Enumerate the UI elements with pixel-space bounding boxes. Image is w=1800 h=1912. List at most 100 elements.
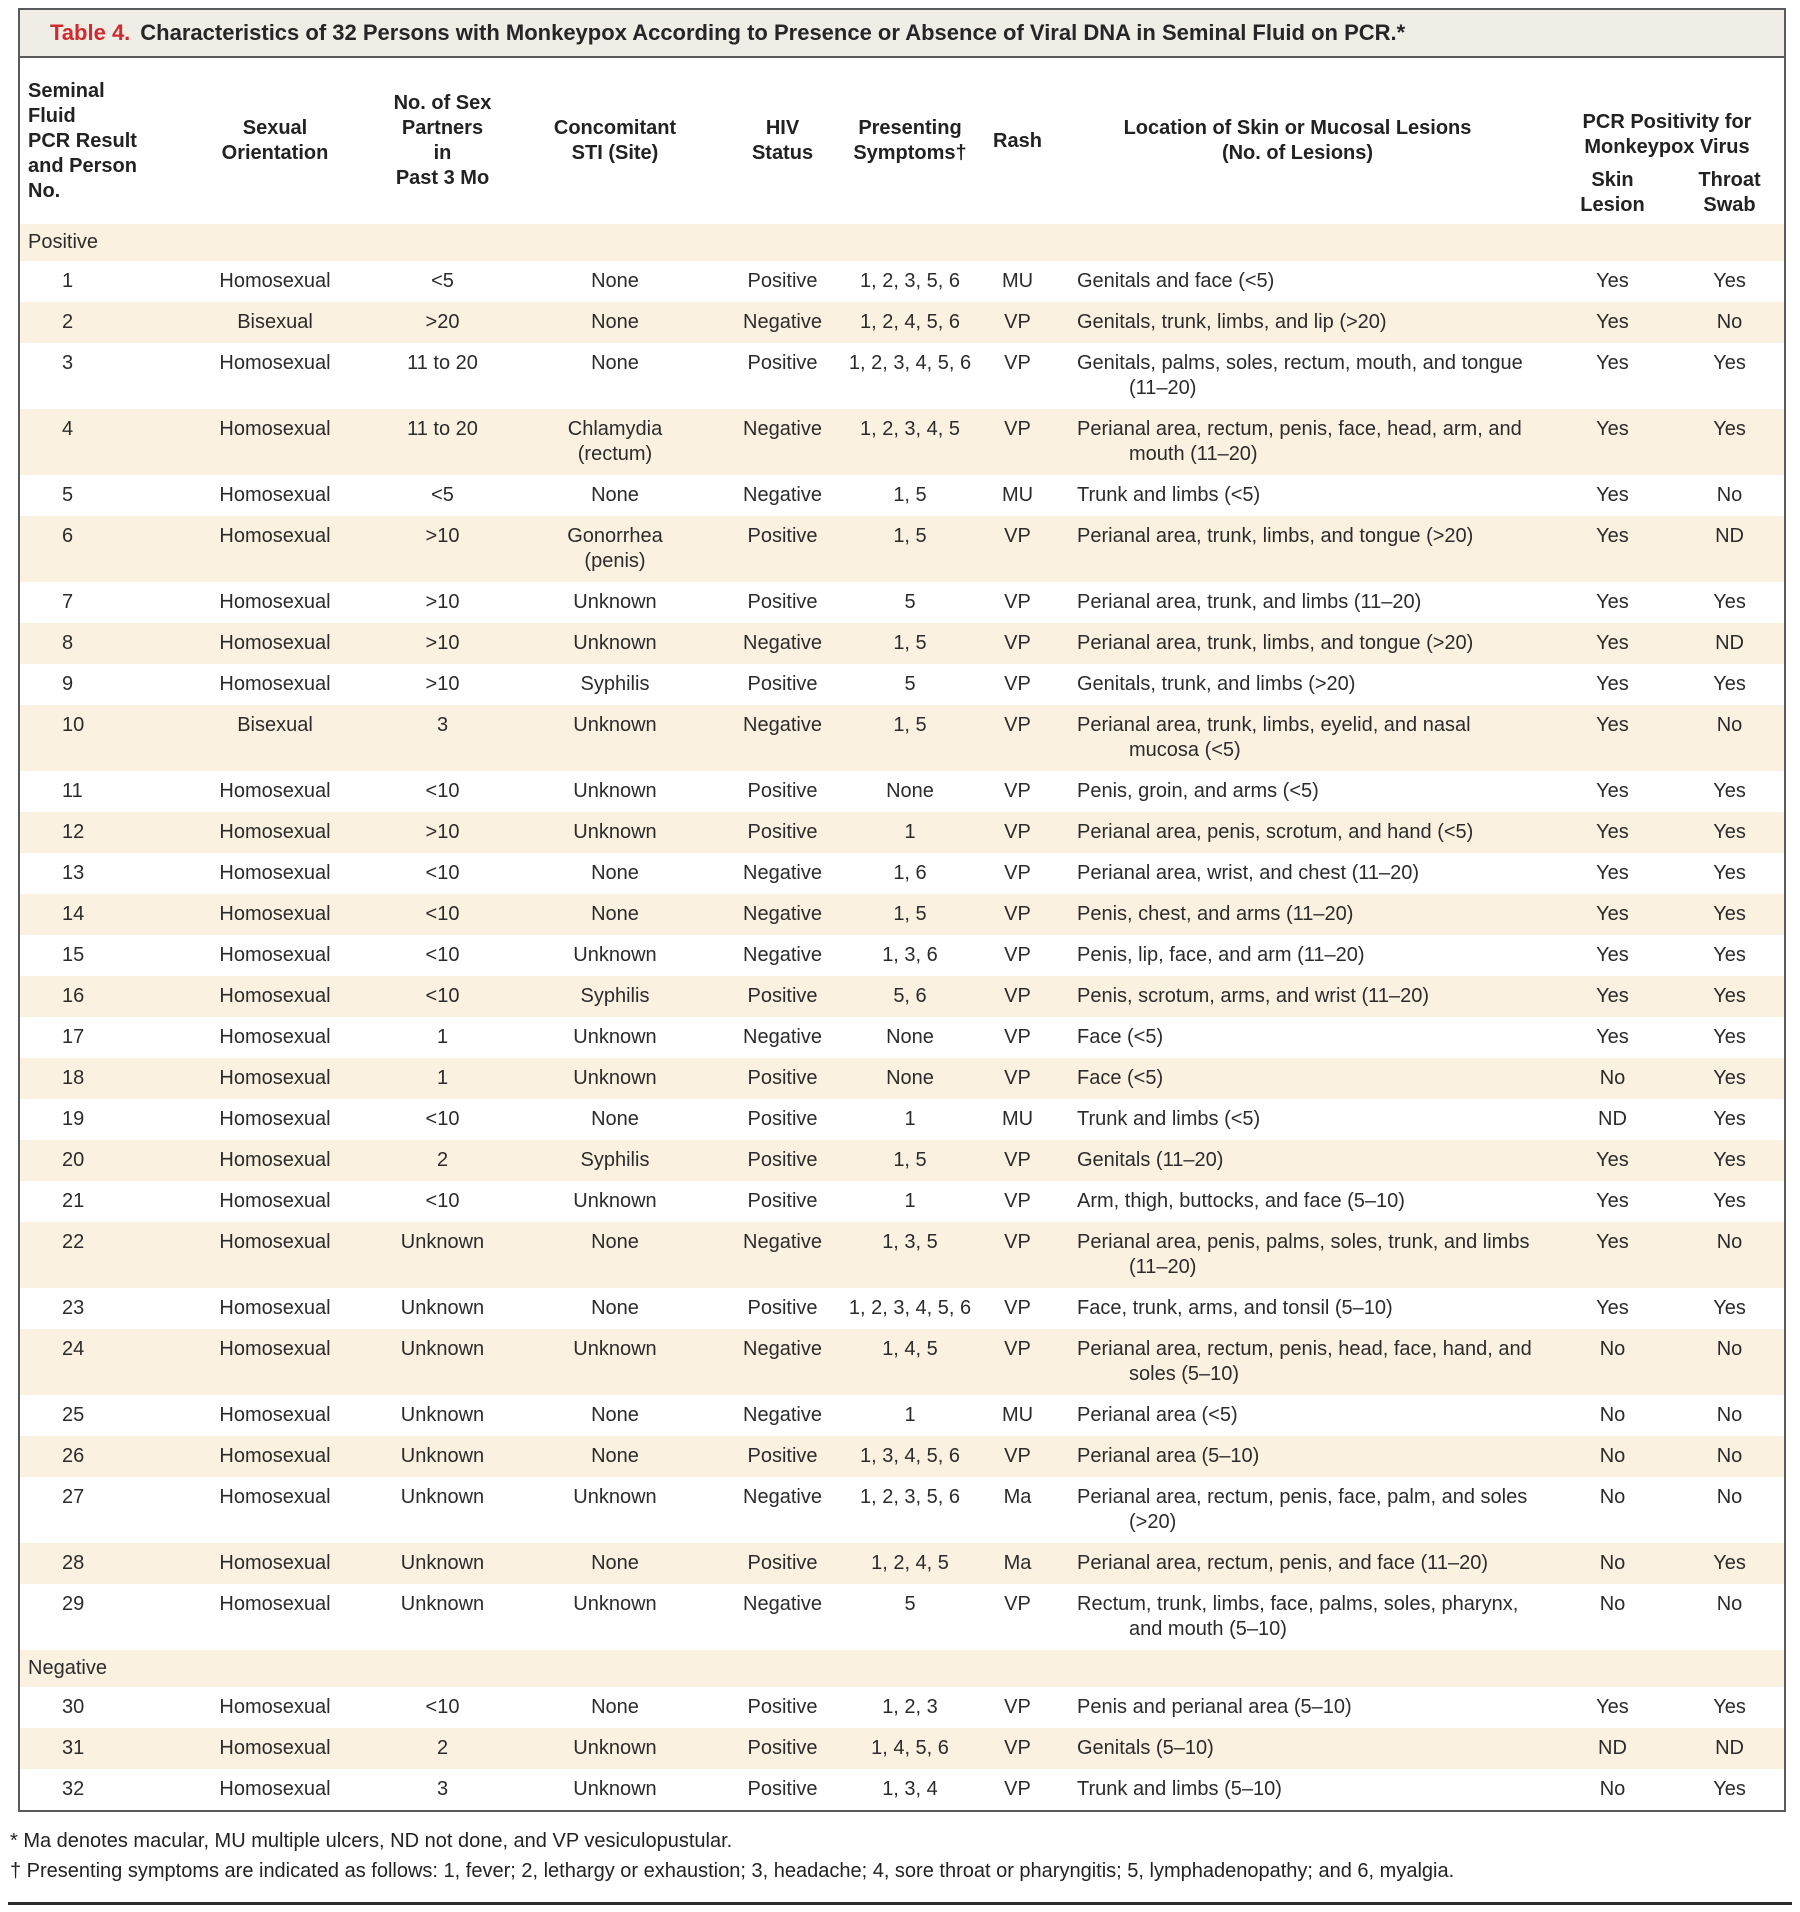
- pcr-skin-lesion: Yes: [1596, 1297, 1629, 1319]
- lesion-location: Face (<5): [1077, 1067, 1164, 1089]
- pcr-skin-lesion: Yes: [1596, 944, 1629, 966]
- concomitant-sti: None: [591, 1108, 639, 1130]
- rash-type: VP: [1004, 1067, 1031, 1089]
- pcr-throat-swab: No: [1716, 1404, 1743, 1426]
- person-no: 9: [62, 673, 74, 695]
- rash-type: VP: [1004, 780, 1031, 802]
- sexual-orientation: Homosexual: [219, 484, 331, 506]
- sex-partners: >20: [425, 311, 460, 333]
- concomitant-sti: Unknown: [573, 944, 657, 966]
- hiv-status: Negative: [743, 1231, 822, 1253]
- pcr-throat-swab: Yes: [1713, 1297, 1746, 1319]
- pcr-skin-lesion: Yes: [1596, 903, 1629, 925]
- table-row: 28 Homosexual Unknown None Positive 1, 2…: [20, 1543, 1785, 1584]
- sexual-orientation: Homosexual: [219, 591, 331, 613]
- sex-partners: 2: [436, 1149, 449, 1171]
- rash-type: VP: [1004, 1190, 1031, 1212]
- lesion-location: Genitals, palms, soles, rectum, mouth, a…: [1077, 352, 1523, 399]
- hiv-status: Negative: [743, 418, 822, 440]
- rash-type: Ma: [1003, 1486, 1032, 1508]
- table-row: 16 Homosexual <10 Syphilis Positive 5, 6…: [20, 976, 1785, 1017]
- sex-partners: Unknown: [400, 1404, 485, 1426]
- table-row: 10 Bisexual 3 Unknown Negative 1, 5 VP P…: [20, 705, 1785, 771]
- sex-partners: Unknown: [400, 1297, 485, 1319]
- lesion-location: Perianal area, trunk, limbs, eyelid, and…: [1077, 714, 1471, 761]
- presenting-symptoms: 1, 2, 3, 4, 5, 6: [848, 1297, 972, 1319]
- pcr-throat-swab: ND: [1715, 632, 1744, 654]
- sex-partners: Unknown: [400, 1486, 485, 1508]
- rash-type: VP: [1004, 1149, 1031, 1171]
- sexual-orientation: Homosexual: [219, 525, 331, 547]
- lesion-location: Genitals, trunk, limbs, and lip (>20): [1077, 311, 1387, 333]
- presenting-symptoms: 1, 5: [893, 632, 927, 654]
- sex-partners: >10: [425, 673, 460, 695]
- lesion-location: Perianal area (5–10): [1077, 1445, 1260, 1467]
- concomitant-sti: Unknown: [573, 1338, 657, 1360]
- lesion-location: Arm, thigh, buttocks, and face (5–10): [1077, 1190, 1405, 1212]
- rash-type: VP: [1004, 1696, 1031, 1718]
- sexual-orientation: Homosexual: [219, 1552, 331, 1574]
- person-no: 25: [62, 1404, 85, 1426]
- table-row: 31 Homosexual 2 Unknown Positive 1, 4, 5…: [20, 1728, 1785, 1769]
- table-title: Table 4. Characteristics of 32 Persons wi…: [20, 10, 1784, 58]
- person-no: 17: [62, 1026, 85, 1048]
- concomitant-sti: Unknown: [573, 821, 657, 843]
- table-row: 25 Homosexual Unknown None Negative 1 MU…: [20, 1395, 1784, 1436]
- pcr-skin-lesion: Yes: [1596, 780, 1629, 802]
- rash-type: VP: [1004, 903, 1031, 925]
- hiv-status: Positive: [747, 673, 818, 695]
- hiv-status: Negative: [743, 1486, 822, 1508]
- person-no: 24: [62, 1338, 85, 1360]
- rash-type: MU: [1001, 484, 1034, 506]
- person-no: 19: [62, 1108, 85, 1130]
- sex-partners: Unknown: [400, 1231, 485, 1253]
- col-header-sti: Concomitant STI (Site): [553, 117, 677, 164]
- presenting-symptoms: 1, 3, 4, 5, 6: [859, 1445, 961, 1467]
- presenting-symptoms: 1, 5: [893, 484, 927, 506]
- person-no: 23: [62, 1297, 85, 1319]
- pcr-skin-lesion: No: [1599, 1067, 1626, 1089]
- rash-type: VP: [1004, 1026, 1031, 1048]
- lesion-location: Perianal area, trunk, limbs, and tongue …: [1077, 525, 1474, 547]
- person-no: 5: [62, 484, 74, 506]
- rash-type: VP: [1004, 673, 1031, 695]
- concomitant-sti: None: [591, 1696, 639, 1718]
- hiv-status: Positive: [747, 1108, 818, 1130]
- sex-partners: 11 to 20: [407, 418, 478, 440]
- lesion-location: Genitals and face (<5): [1077, 270, 1275, 292]
- col-header-symptoms: Presenting Symptoms†: [853, 117, 967, 164]
- sexual-orientation: Homosexual: [219, 673, 331, 695]
- person-no: 22: [62, 1231, 85, 1253]
- pcr-skin-lesion: No: [1599, 1486, 1626, 1508]
- concomitant-sti: Unknown: [573, 1067, 657, 1089]
- presenting-symptoms: 1, 5: [893, 903, 927, 925]
- person-no: 16: [62, 985, 85, 1007]
- table-row: 11 Homosexual <10 Unknown Positive None …: [20, 771, 1784, 812]
- sexual-orientation: Homosexual: [219, 1149, 331, 1171]
- rash-type: VP: [1004, 632, 1031, 654]
- person-no: 26: [62, 1445, 85, 1467]
- pcr-skin-lesion: Yes: [1596, 1696, 1629, 1718]
- pcr-skin-lesion: Yes: [1596, 591, 1629, 613]
- table-number-label: Table 4.: [50, 20, 131, 45]
- person-no: 13: [62, 862, 85, 884]
- pcr-throat-swab: No: [1716, 1486, 1743, 1508]
- table-row: 7 Homosexual >10 Unknown Positive 5 VP P…: [20, 582, 1784, 623]
- sexual-orientation: Homosexual: [219, 1737, 331, 1759]
- characteristics-table: Seminal Fluid PCR Result and Person No. …: [20, 58, 1785, 1810]
- presenting-symptoms: 1, 2, 3, 4, 5, 6: [848, 352, 972, 374]
- hiv-status: Negative: [743, 944, 822, 966]
- hiv-status: Negative: [743, 1593, 822, 1615]
- presenting-symptoms: None: [886, 780, 934, 802]
- person-no: 32: [62, 1778, 85, 1800]
- presenting-symptoms: 1, 3, 4: [882, 1778, 938, 1800]
- table-row: 18 Homosexual 1 Unknown Positive None VP…: [20, 1058, 1785, 1099]
- lesion-location: Face (<5): [1077, 1026, 1164, 1048]
- pcr-skin-lesion: No: [1599, 1593, 1626, 1615]
- hiv-status: Positive: [747, 780, 818, 802]
- person-no: 18: [62, 1067, 85, 1089]
- table-row: 24 Homosexual Unknown Unknown Negative 1…: [20, 1329, 1785, 1395]
- footnote-symptom-key: † Presenting symptoms are indicated as f…: [10, 1860, 1455, 1882]
- rash-type: VP: [1004, 1231, 1031, 1253]
